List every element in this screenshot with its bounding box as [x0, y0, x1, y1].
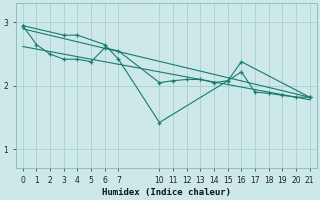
X-axis label: Humidex (Indice chaleur): Humidex (Indice chaleur) [102, 188, 231, 197]
